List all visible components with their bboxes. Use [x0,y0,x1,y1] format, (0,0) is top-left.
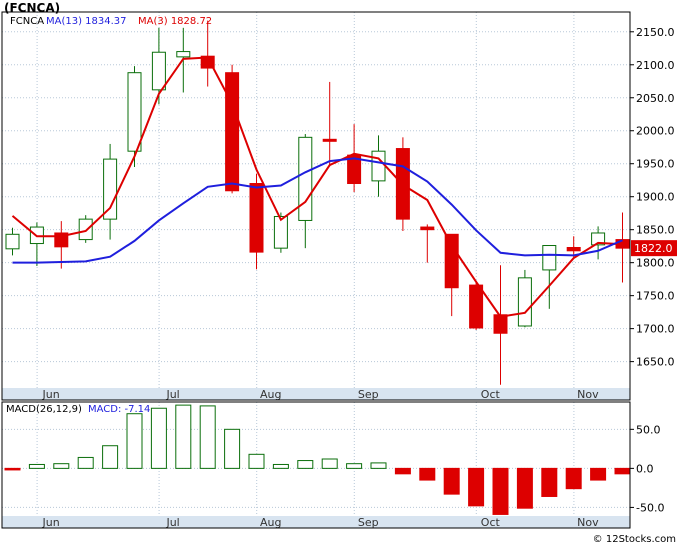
macd-y-tick-label: 50.0 [636,423,661,436]
macd-bar [126,413,143,469]
price-date-band [2,388,630,400]
macd-bar [468,467,485,507]
candle-body [103,158,118,220]
candle-body [298,136,313,221]
price-y-tick-label: 1750.0 [636,290,675,303]
legend-ma13: MA(13) 1834.37 [46,16,127,27]
candle-body [542,245,557,271]
last-price-label: 1822.0 [634,242,673,255]
price-y-tick-label: 1700.0 [636,323,675,336]
last-price-tag [631,240,677,257]
macd-bar [4,467,21,471]
price-x-tick-label: Sep [358,388,379,401]
macd-plot-area [2,402,630,516]
macd-y-tick-label: -50.0 [636,501,664,514]
macd-x-tick-label: Oct [481,516,501,529]
macd-bar [370,462,387,469]
macd-bar [321,458,338,469]
price-y-tick-label: 1900.0 [636,191,675,204]
candle-body [200,55,215,69]
macd-frame [1,401,631,529]
candle-body [469,284,484,329]
legend-symbol: FCNCA [10,16,44,27]
macd-bar [150,407,167,469]
candle-body [176,51,191,58]
macd-bar [516,467,533,509]
candle-body [371,150,386,182]
price-frame [1,11,631,401]
macd-bar [443,467,460,495]
macd-x-tick-label: Sep [358,516,379,529]
price-y-tick-label: 1650.0 [636,356,675,369]
price-y-tick-label: 2100.0 [636,59,675,72]
macd-bar [492,467,509,515]
price-y-tick-label: 1800.0 [636,257,675,270]
macd-bar [53,463,70,469]
price-x-tick-label: Nov [577,388,599,401]
price-x-tick-label: Jun [42,388,60,401]
candle-body [420,226,435,231]
macd-bar [419,467,436,481]
chart-title: (FCNCA) [4,1,61,15]
macd-legend-value: MACD: -7.14 [88,404,150,415]
candle-body [347,154,362,185]
candle-body [591,232,606,246]
macd-bar [297,460,314,469]
macd-bar [614,467,631,475]
macd-bar [175,404,192,469]
ma13-line [12,157,623,264]
macd-bar [102,445,119,469]
macd-bar [565,467,582,490]
candle-body [225,72,240,192]
macd-bar [590,467,607,481]
price-y-tick-label: 1850.0 [636,224,675,237]
candle-body [322,138,337,142]
macd-x-tick-label: Aug [260,516,281,529]
candle-body [249,183,264,253]
macd-bar [272,463,289,469]
price-y-tick-label: 2050.0 [636,92,675,105]
candle-body [517,277,532,327]
macd-x-tick-label: Nov [577,516,599,529]
candle-body [444,233,459,289]
candle-body [273,215,288,249]
price-y-tick-label: 1950.0 [636,158,675,171]
macd-bar [541,467,558,497]
macd-date-band [2,516,630,528]
price-y-tick-label: 2150.0 [636,26,675,39]
credit-text: © 12Stocks.com [592,534,676,545]
macd-legend-label: MACD(26,12,9) [6,404,82,415]
price-x-tick-label: Oct [481,388,501,401]
macd-bar [77,456,94,469]
macd-bar [224,428,241,469]
candle-body [151,51,166,91]
macd-bar [248,453,265,469]
price-y-tick-label: 2000.0 [636,125,675,138]
price-x-tick-label: Aug [260,388,281,401]
macd-y-tick-label: 0.0 [636,462,654,475]
macd-bar [199,405,216,469]
legend-ma3: MA(3) 1828.72 [138,16,212,27]
candle-body [78,218,93,241]
price-plot-area [2,12,630,388]
candle-body [127,72,142,152]
macd-x-tick-label: Jul [165,516,179,529]
macd-bar [28,463,45,469]
candle-body [5,233,20,250]
ma3-line [11,56,623,318]
macd-bar [394,467,411,475]
macd-x-tick-label: Jun [42,516,60,529]
candle-body [566,246,581,252]
price-x-tick-label: Jul [165,388,179,401]
candle-body [493,314,508,334]
macd-bar [346,463,363,469]
